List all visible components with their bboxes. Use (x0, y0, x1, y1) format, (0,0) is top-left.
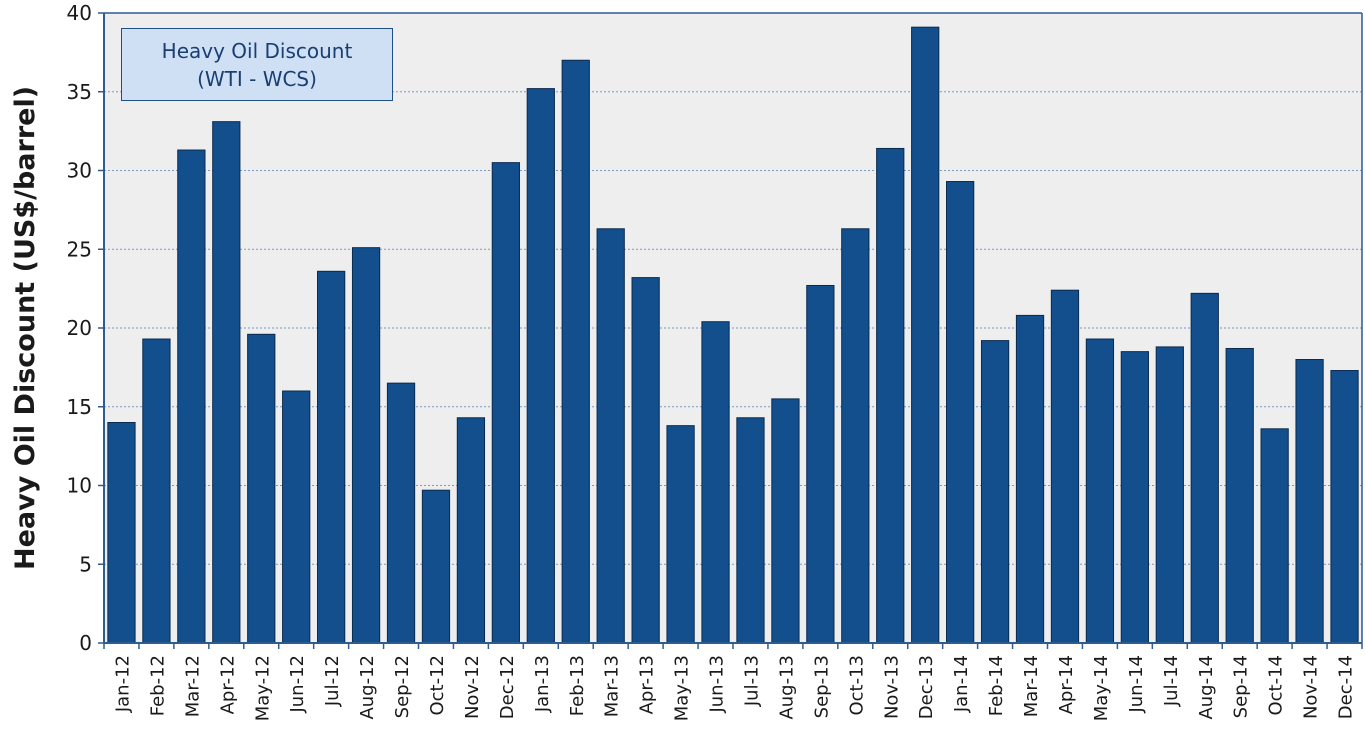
x-tick-label: May-14 (1091, 655, 1112, 721)
y-tick-label: 10 (67, 474, 92, 498)
y-tick-label: 5 (79, 552, 92, 576)
legend-title: Heavy Oil Discount (161, 38, 353, 63)
x-tick-label: Nov-13 (881, 655, 902, 719)
bar-sep-13 (806, 284, 835, 644)
bar-apr-13 (631, 277, 660, 644)
bar-oct-14 (1260, 428, 1289, 644)
x-tick-label: May-13 (672, 655, 693, 721)
legend-subtitle: (WTI - WCS) (197, 66, 317, 91)
bar-feb-13 (561, 59, 590, 644)
bar-aug-14 (1190, 292, 1219, 644)
x-tick-label: Feb-14 (986, 655, 1007, 716)
bar-oct-13 (841, 228, 870, 644)
x-tick-label: Aug-14 (1196, 655, 1217, 720)
bar-sep-14 (1225, 347, 1254, 644)
bars (107, 26, 1359, 644)
y-tick-label: 20 (67, 316, 92, 340)
bar-aug-12 (351, 247, 381, 644)
x-tick-label: Jun-13 (707, 655, 728, 714)
x-tick-label: Dec-13 (916, 655, 937, 719)
bar-jun-14 (1120, 351, 1149, 644)
legend: Heavy Oil Discount (WTI - WCS) (121, 28, 393, 101)
x-tick-label: Dec-14 (1336, 655, 1357, 719)
bar-jun-12 (282, 390, 311, 644)
bar-jun-13 (701, 321, 730, 644)
x-tick-label: Jul-14 (1161, 655, 1182, 707)
x-tick-label: Mar-13 (602, 655, 623, 717)
bar-jan-14 (946, 181, 975, 644)
y-tick-label: 40 (67, 1, 92, 25)
bar-jul-14 (1155, 346, 1184, 644)
bar-dec-13 (911, 26, 940, 644)
bar-mar-14 (1015, 314, 1045, 644)
x-tick-label: Apr-12 (217, 655, 238, 714)
bar-oct-12 (421, 489, 451, 644)
bar-nov-14 (1295, 359, 1324, 644)
bar-aug-13 (771, 398, 800, 644)
x-tick-label: Mar-14 (1021, 655, 1042, 717)
x-tick-label: May-12 (252, 655, 273, 721)
bar-nov-13 (876, 147, 905, 644)
bar-dec-14 (1330, 370, 1359, 644)
x-tick-label: Feb-12 (147, 655, 168, 716)
y-axis-label: Heavy Oil Discount (US$/barrel) (10, 86, 41, 570)
bar-jan-13 (526, 88, 555, 644)
bar-sep-12 (386, 382, 416, 644)
x-tick-label: Feb-13 (567, 655, 588, 716)
x-tick-label: Aug-13 (776, 655, 797, 720)
x-tick-label: Apr-14 (1056, 655, 1077, 714)
bar-jan-12 (107, 422, 136, 644)
x-tick-label: Apr-13 (637, 655, 658, 714)
y-tick-label: 15 (67, 395, 92, 419)
x-tick-label: Sep-13 (811, 655, 832, 718)
x-tick-labels: Jan-12 Feb-12 Mar-12 Apr-12 May-12 Jun-12 Jul-… (103, 643, 1363, 721)
y-tick-label: 35 (67, 80, 92, 104)
x-tick-label: Sep-12 (392, 655, 413, 718)
bar-may-13 (666, 425, 695, 644)
x-tick-label: Jun-14 (1126, 655, 1147, 714)
x-tick-label: Mar-12 (182, 655, 203, 717)
x-tick-label: Oct-14 (1266, 655, 1287, 716)
bar-may-12 (247, 333, 276, 644)
bar-feb-12 (142, 338, 171, 644)
bar-jul-13 (736, 417, 765, 644)
x-tick-label: Oct-13 (846, 655, 867, 716)
x-tick-label: Jul-12 (322, 655, 343, 707)
y-tick-labels: 0 5 10 15 20 25 30 35 40 (67, 1, 104, 655)
x-tick-label: Jul-13 (741, 655, 762, 707)
bar-may-14 (1085, 338, 1115, 644)
bar-jul-12 (317, 270, 346, 644)
x-tick-label: Jan-13 (532, 655, 553, 713)
bar-apr-14 (1050, 289, 1080, 644)
bar-nov-12 (456, 417, 486, 644)
x-tick-label: Jan-14 (951, 655, 972, 713)
x-tick-label: Aug-12 (357, 655, 378, 720)
y-tick-label: 30 (67, 159, 92, 183)
y-tick-label: 25 (67, 237, 92, 261)
x-tick-label: Dec-12 (497, 655, 518, 719)
y-tick-label: 0 (79, 631, 92, 655)
x-tick-label: Jun-12 (287, 655, 308, 714)
bar-dec-12 (491, 162, 520, 644)
x-tick-label: Sep-14 (1231, 655, 1252, 718)
bar-feb-14 (980, 340, 1010, 644)
bar-mar-12 (177, 149, 206, 644)
bar-apr-12 (212, 121, 241, 644)
x-tick-label: Nov-12 (462, 655, 483, 719)
bar-mar-13 (596, 228, 625, 644)
x-tick-label: Nov-14 (1301, 655, 1322, 719)
x-tick-label: Jan-12 (112, 655, 133, 713)
x-tick-label: Oct-12 (427, 655, 448, 716)
